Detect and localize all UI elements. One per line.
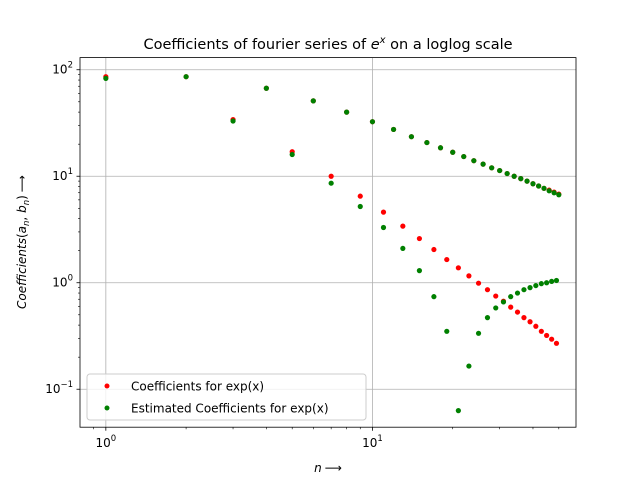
estimated-coefficient-point: [497, 167, 503, 174]
x-tick-label: 100: [95, 434, 116, 450]
estimated-coefficient-point: [511, 173, 517, 179]
estimated-coefficient-point: [484, 315, 491, 321]
estimated-coefficient-point: [480, 161, 486, 167]
estimated-coefficient-point: [103, 75, 109, 81]
estimated-coefficient-point: [514, 290, 521, 296]
coefficient-point: [431, 246, 437, 253]
estimated-coefficient-point: [471, 158, 477, 164]
x-axis-label: n ⟶: [314, 461, 342, 475]
estimated-coefficient-point: [461, 153, 467, 160]
estimated-coefficient-point: [400, 245, 406, 252]
data-points: [103, 74, 562, 414]
coefficient-point: [514, 309, 521, 315]
estimated-coefficient-point: [357, 203, 363, 210]
estimated-coefficient-point: [489, 165, 495, 171]
estimated-coefficient-point: [437, 145, 444, 151]
estimated-coefficient-point: [549, 278, 555, 284]
estimated-coefficient-point: [455, 408, 461, 414]
estimated-coefficient-point: [183, 74, 189, 80]
estimated-coefficient-point: [493, 305, 499, 311]
legend: Coefficients for exp(x) Estimated Coeffi…: [86, 373, 367, 421]
estimated-coefficient-point: [475, 330, 482, 336]
estimated-coefficient-point: [541, 185, 547, 191]
estimated-coefficient-point: [544, 280, 550, 286]
coefficient-point: [357, 193, 363, 199]
coefficient-point: [549, 336, 555, 342]
coefficient-point: [538, 328, 544, 334]
coefficient-point: [475, 280, 482, 286]
estimated-coefficient-point: [289, 151, 295, 158]
estimated-coefficient-point: [556, 192, 562, 198]
estimated-coefficient-point: [518, 176, 524, 182]
coefficient-point: [328, 173, 334, 179]
estimated-coefficient-point: [533, 282, 539, 289]
estimated-coefficient-point: [390, 126, 397, 133]
coefficient-point: [544, 332, 550, 339]
legend-marker-estimated: [104, 405, 110, 411]
estimated-coefficient-point: [328, 180, 334, 186]
coefficient-point: [508, 304, 514, 310]
legend-box: [86, 373, 367, 421]
estimated-coefficient-point: [527, 285, 533, 291]
coefficient-point: [521, 315, 527, 321]
estimated-coefficient-point: [500, 299, 507, 305]
y-tick-label: 10−1: [45, 380, 73, 396]
y-tick-label: 102: [52, 61, 73, 77]
estimated-coefficient-point: [450, 149, 456, 155]
estimated-coefficient-point: [466, 363, 472, 369]
estimated-coefficient-point: [546, 188, 552, 194]
plot-frame: [79, 57, 577, 428]
coefficient-point: [553, 340, 560, 346]
estimated-coefficient-point: [310, 98, 316, 104]
estimated-coefficient-point: [408, 134, 415, 140]
coefficient-point: [527, 319, 533, 325]
estimated-coefficient-point: [524, 178, 530, 184]
coefficient-point: [484, 287, 491, 293]
estimated-coefficient-point: [508, 294, 514, 300]
estimated-coefficient-point: [424, 139, 430, 146]
estimated-coefficient-point: [230, 118, 236, 124]
estimated-coefficient-point: [536, 183, 542, 189]
estimated-coefficient-point: [380, 224, 387, 231]
coefficient-point: [380, 209, 387, 215]
estimated-coefficient-point: [344, 109, 350, 115]
coefficient-point: [444, 256, 450, 263]
chart-title: Coefficients of fourier series of ex on …: [143, 35, 512, 53]
estimated-coefficient-point: [263, 85, 269, 91]
estimated-coefficient-point: [551, 190, 557, 196]
legend-label-coefficients: Coefficients for exp(x): [131, 380, 264, 394]
estimated-coefficient-point: [416, 268, 423, 274]
legend-label-estimated: Estimated Coefficients for exp(x): [131, 402, 329, 416]
coefficient-point: [493, 293, 499, 299]
coefficient-point: [533, 323, 539, 329]
coefficient-point: [455, 265, 461, 271]
estimated-coefficient-point: [369, 119, 376, 125]
estimated-coefficient-point: [444, 328, 450, 334]
estimated-coefficient-point: [504, 170, 510, 177]
coefficient-point: [400, 223, 406, 229]
x-tick-label: 101: [362, 434, 383, 450]
legend-marker-coefficients: [104, 383, 110, 389]
coefficient-point: [466, 273, 472, 279]
estimated-coefficient-point: [553, 277, 560, 284]
y-tick-label: 101: [52, 167, 73, 183]
y-axis-label: Coefficients(an, bn)⟶: [15, 175, 32, 309]
major-ticks: 100 101 10−1 100 101 102: [45, 61, 383, 450]
coefficient-point: [416, 235, 423, 242]
estimated-coefficient-point: [431, 294, 437, 300]
y-tick-label: 100: [52, 274, 73, 290]
estimated-coefficient-point: [538, 281, 544, 287]
estimated-coefficient-point: [521, 287, 527, 293]
estimated-coefficient-point: [530, 181, 536, 187]
